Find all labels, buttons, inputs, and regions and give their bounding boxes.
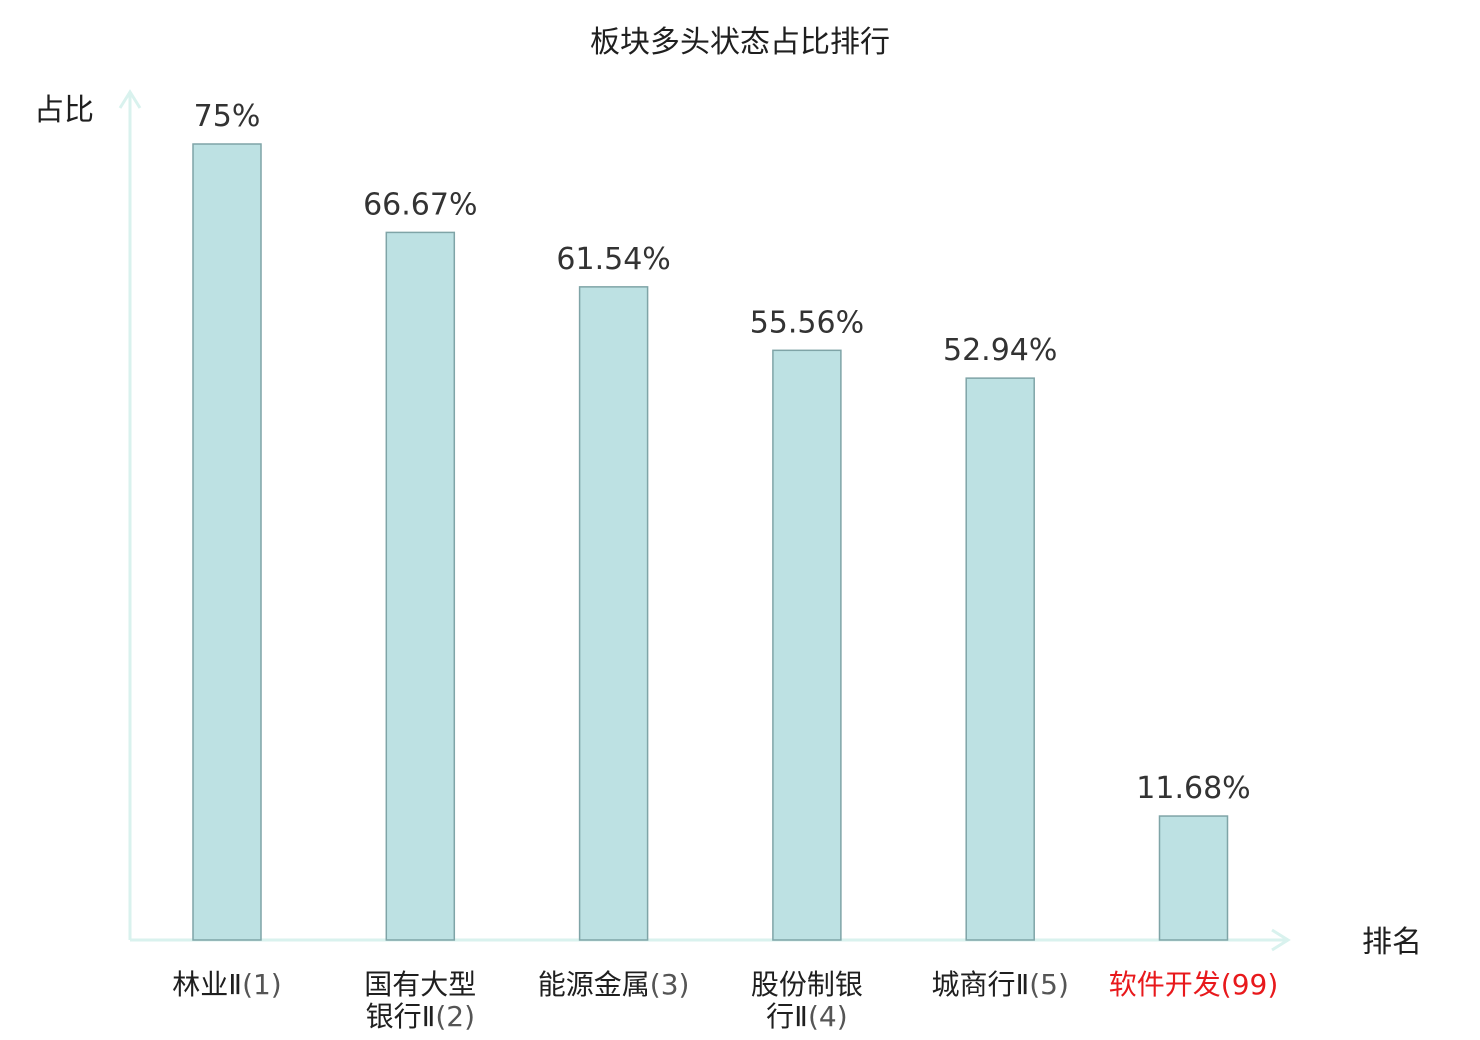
data-label: 61.54%: [556, 242, 670, 277]
data-label: 75%: [194, 99, 261, 134]
x-tick-name: 行Ⅱ: [766, 1000, 808, 1033]
bar: [772, 349, 842, 941]
x-tick-name: 软件开发: [1109, 968, 1221, 1001]
x-tick-label-line: 城商行Ⅱ(5): [931, 968, 1068, 1001]
x-tick-rank: (4): [808, 1000, 848, 1033]
x-axis-label: 排名: [1362, 925, 1422, 960]
x-tick-label: 股份制银行Ⅱ(4): [751, 968, 863, 1033]
x-tick-name: 能源金属: [538, 968, 650, 1001]
x-tick-label: 软件开发(99): [1109, 968, 1279, 1001]
x-tick-name: 城商行Ⅱ: [931, 968, 1029, 1001]
x-tick-label-line: 林业Ⅱ(1): [172, 968, 281, 1001]
y-axis-label: 占比: [34, 93, 94, 128]
x-tick-label-line: 软件开发(99): [1109, 968, 1279, 1001]
x-tick-rank: (5): [1029, 968, 1069, 1001]
bars-group: [192, 143, 1229, 941]
x-tick-label-line: 银行Ⅱ(2): [366, 1000, 475, 1033]
x-tick-label-line: 国有大型: [364, 968, 476, 1001]
x-tick-label: 林业Ⅱ(1): [172, 968, 281, 1001]
bar: [965, 377, 1035, 941]
x-tick-rank: (99): [1221, 968, 1278, 1001]
bar: [578, 286, 649, 941]
x-tick-label-line: 股份制银: [751, 968, 863, 1001]
data-label: 66.67%: [363, 187, 477, 222]
category-labels-group: 林业Ⅱ(1) 国有大型银行Ⅱ(2) 能源金属(3) 股份制银行Ⅱ(4) 城商行Ⅱ(5) 软…: [172, 968, 1278, 1033]
bar: [1158, 815, 1229, 941]
x-tick-label: 国有大型银行Ⅱ(2): [364, 968, 476, 1033]
bar: [192, 143, 262, 941]
chart-title: 板块多头状态占比排行: [590, 25, 890, 60]
x-tick-rank: (3): [650, 968, 690, 1001]
bar: [385, 231, 456, 941]
x-tick-name: 银行Ⅱ: [366, 1000, 436, 1033]
data-label: 11.68%: [1136, 771, 1250, 806]
axes: [118, 89, 1291, 952]
x-tick-name: 国有大型: [364, 968, 476, 1001]
x-tick-name: 林业Ⅱ: [172, 968, 242, 1001]
x-tick-label: 能源金属(3): [538, 968, 690, 1001]
x-tick-label: 城商行Ⅱ(5): [931, 968, 1068, 1001]
x-tick-rank: (1): [242, 968, 282, 1001]
data-label: 52.94%: [943, 333, 1057, 368]
x-tick-label-line: 能源金属(3): [538, 968, 690, 1001]
value-labels-group: 75% 66.67% 61.54% 55.56% 52.94% 11.68%: [194, 99, 1251, 806]
x-tick-name: 股份制银: [751, 968, 863, 1001]
data-label: 55.56%: [750, 305, 864, 340]
y-axis-arrow: [118, 89, 142, 109]
x-tick-rank: (2): [435, 1000, 475, 1033]
x-axis-arrow: [1271, 928, 1291, 952]
x-tick-label-line: 行Ⅱ(4): [766, 1000, 847, 1033]
